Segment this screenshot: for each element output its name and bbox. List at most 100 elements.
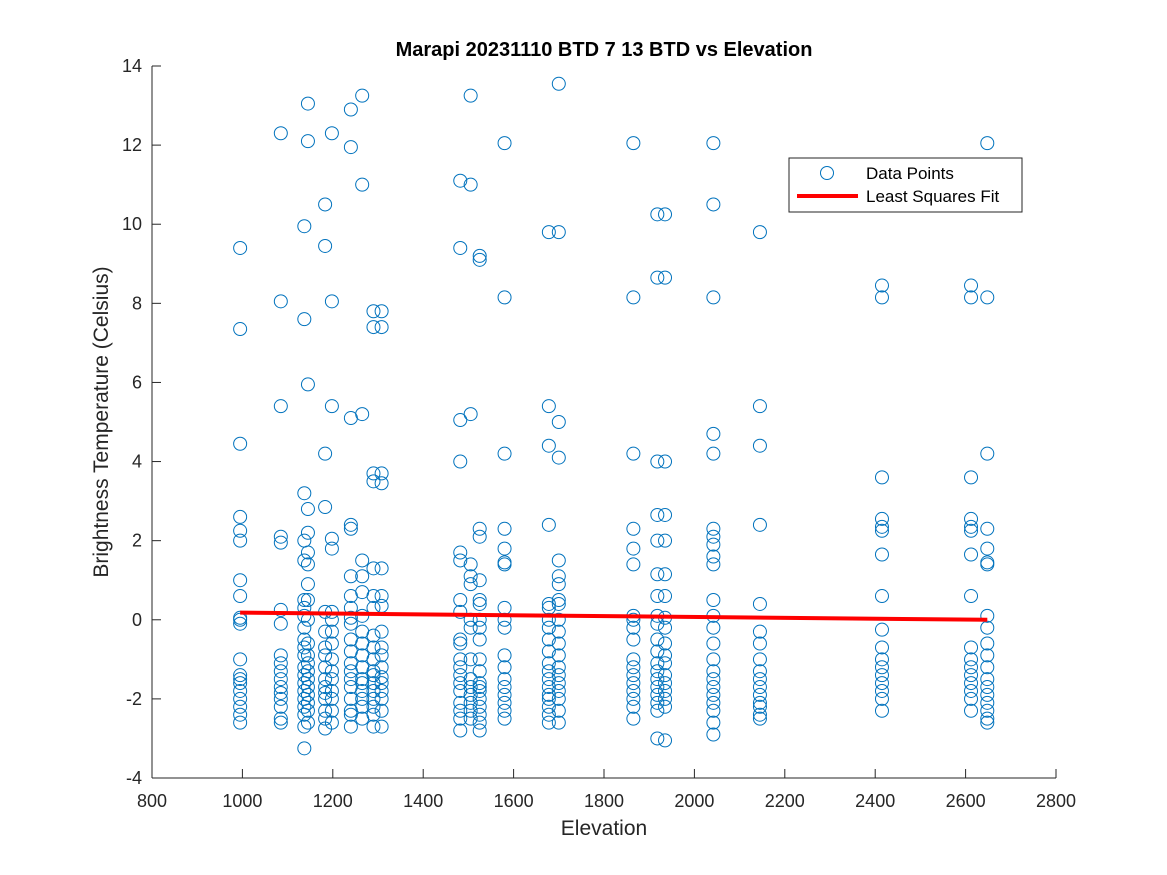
- data-point: [551, 715, 566, 730]
- data-point: [658, 620, 673, 635]
- data-point: [297, 486, 312, 501]
- data-point: [541, 620, 556, 635]
- data-point: [874, 640, 889, 655]
- data-point: [453, 703, 468, 718]
- data-point: [541, 672, 556, 687]
- data-point: [453, 668, 468, 683]
- data-point: [551, 636, 566, 651]
- data-point: [626, 620, 641, 635]
- data-point: [374, 676, 389, 691]
- data-point: [497, 648, 512, 663]
- data-point: [343, 610, 358, 625]
- data-point: [233, 676, 248, 691]
- data-point: [874, 652, 889, 667]
- data-point: [453, 173, 468, 188]
- data-point: [318, 640, 333, 655]
- data-point: [343, 102, 358, 117]
- data-point: [472, 521, 487, 536]
- data-point: [752, 399, 767, 414]
- data-point: [233, 616, 248, 631]
- data-point: [374, 561, 389, 576]
- data-point: [626, 676, 641, 691]
- data-point: [366, 640, 381, 655]
- data-point: [453, 683, 468, 698]
- data-point: [343, 569, 358, 584]
- data-point: [541, 680, 556, 695]
- data-point: [980, 660, 995, 675]
- data-point: [463, 711, 478, 726]
- data-point: [497, 711, 512, 726]
- y-tick-label: -2: [126, 689, 142, 709]
- data-point: [551, 76, 566, 91]
- data-point: [366, 589, 381, 604]
- data-point: [273, 602, 288, 617]
- data-point: [463, 88, 478, 103]
- data-point: [300, 680, 315, 695]
- data-point: [273, 685, 288, 700]
- data-point: [297, 553, 312, 568]
- data-point: [374, 719, 389, 734]
- data-point: [980, 687, 995, 702]
- data-point: [706, 715, 721, 730]
- data-point: [551, 415, 566, 429]
- data-point: [541, 715, 556, 730]
- data-point: [453, 593, 468, 607]
- data-point: [706, 620, 721, 635]
- data-point: [233, 715, 248, 730]
- data-point: [318, 703, 333, 718]
- data-point: [541, 399, 556, 414]
- data-point: [752, 711, 767, 726]
- data-point: [658, 589, 673, 604]
- data-point: [300, 672, 315, 687]
- data-point: [463, 680, 478, 695]
- data-point: [343, 521, 358, 536]
- data-point: [300, 593, 315, 607]
- data-point: [273, 529, 288, 544]
- data-point: [650, 687, 665, 702]
- data-point: [874, 703, 889, 718]
- data-point: [324, 636, 339, 651]
- data-point: [541, 225, 556, 240]
- data-point: [318, 197, 333, 212]
- data-point: [472, 652, 487, 667]
- data-point: [658, 668, 673, 683]
- data-point: [497, 687, 512, 702]
- data-point: [706, 290, 721, 305]
- data-point: [343, 616, 358, 631]
- data-point: [626, 541, 641, 556]
- data-point: [273, 656, 288, 671]
- data-point: [551, 676, 566, 691]
- data-point: [964, 703, 979, 718]
- data-point: [472, 691, 487, 706]
- data-point: [541, 438, 556, 453]
- data-point: [233, 589, 248, 604]
- x-tick-label: 1000: [222, 791, 262, 811]
- data-point: [706, 652, 721, 667]
- data-point: [964, 547, 979, 562]
- data-point: [980, 620, 995, 635]
- data-point: [650, 680, 665, 695]
- data-point: [453, 652, 468, 667]
- data-point: [551, 624, 566, 639]
- data-point: [752, 687, 767, 702]
- data-point: [980, 521, 995, 536]
- data-point: [366, 320, 381, 335]
- data-point: [324, 541, 339, 556]
- data-point: [343, 691, 358, 706]
- data-point: [706, 593, 721, 607]
- data-point: [752, 672, 767, 687]
- data-point: [551, 683, 566, 698]
- data-point: [752, 680, 767, 695]
- data-point: [706, 727, 721, 742]
- data-point: [453, 711, 468, 726]
- y-tick-label: 8: [132, 293, 142, 313]
- data-point: [453, 723, 468, 738]
- x-tick-label: 2000: [674, 791, 714, 811]
- data-point: [497, 446, 512, 461]
- data-point: [626, 699, 641, 714]
- data-point: [551, 225, 566, 240]
- data-point: [551, 553, 566, 568]
- data-point: [233, 672, 248, 687]
- data-point: [964, 691, 979, 706]
- data-point: [497, 290, 512, 305]
